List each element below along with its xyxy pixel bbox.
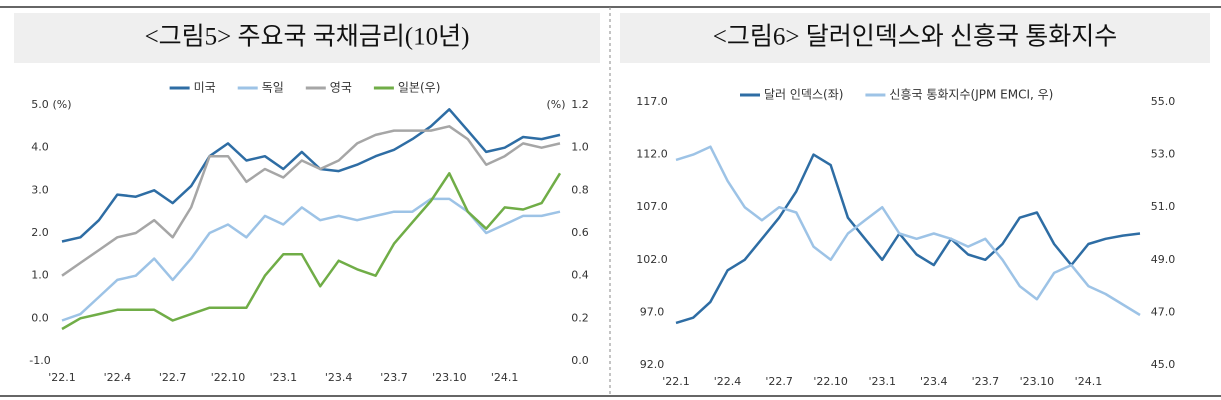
y-tick-label: 2.0 bbox=[31, 226, 49, 239]
x-tick-label: '22.4 bbox=[104, 371, 132, 384]
y2-tick-label: 51.0 bbox=[1151, 200, 1176, 213]
x-tick-label: '23.1 bbox=[270, 371, 298, 384]
x-tick-label: '23.7 bbox=[380, 371, 408, 384]
y-tick-label: 107.0 bbox=[636, 200, 668, 213]
y-tick-label: 92.0 bbox=[640, 358, 665, 371]
y2-tick-label: 47.0 bbox=[1151, 305, 1176, 318]
y2-tick-label: 45.0 bbox=[1151, 358, 1176, 371]
legend-label: 독일 bbox=[262, 81, 284, 95]
y-tick-label: 4.0 bbox=[31, 141, 49, 154]
x-tick-label: '22.1 bbox=[48, 371, 76, 384]
y-tick-label: 1.0 bbox=[31, 269, 49, 282]
y2-tick-label: 53.0 bbox=[1151, 148, 1176, 161]
title-box bbox=[620, 13, 1210, 63]
x-tick-label: '24.1 bbox=[491, 371, 519, 384]
y2-tick-label: 1.0 bbox=[571, 141, 589, 154]
y2-unit: (%) bbox=[546, 98, 565, 111]
y-tick-label: 102.0 bbox=[636, 253, 668, 266]
y-tick-label: 3.0 bbox=[31, 183, 49, 196]
x-tick-label: '23.1 bbox=[868, 375, 896, 388]
series-line bbox=[61, 108, 561, 243]
y2-tick-label: 1.2 bbox=[571, 98, 589, 111]
legend-label: 신흥국 통화지수(JPM EMCI, 우) bbox=[889, 88, 1053, 102]
series-line bbox=[61, 172, 562, 331]
y2-tick-label: 0.0 bbox=[571, 354, 589, 367]
x-tick-label: '23.10 bbox=[432, 371, 467, 384]
y2-tick-label: 49.0 bbox=[1151, 253, 1176, 266]
x-tick-label: '23.10 bbox=[1020, 375, 1055, 388]
y-tick-label: 112.0 bbox=[636, 148, 668, 161]
series-line bbox=[675, 145, 1141, 317]
series-line bbox=[61, 197, 561, 322]
x-tick-label: '22.10 bbox=[813, 375, 848, 388]
y-tick-label: 97.0 bbox=[640, 305, 665, 318]
y-tick-label: 117.0 bbox=[636, 95, 668, 108]
y2-tick-label: 0.8 bbox=[571, 183, 589, 196]
title-box bbox=[14, 13, 600, 63]
series-line bbox=[675, 153, 1141, 325]
legend-label: 미국 bbox=[194, 81, 216, 95]
y-unit: (%) bbox=[52, 98, 71, 111]
x-tick-label: '22.1 bbox=[662, 375, 690, 388]
x-tick-label: '23.4 bbox=[325, 371, 353, 384]
chart-title: <그림6> 달러인덱스와 신흥국 통화지수 bbox=[713, 23, 1117, 51]
x-tick-label: '22.10 bbox=[211, 371, 246, 384]
y2-tick-label: 0.4 bbox=[571, 269, 589, 282]
series-line bbox=[61, 125, 561, 277]
y2-tick-label: 55.0 bbox=[1151, 95, 1176, 108]
x-tick-label: '23.7 bbox=[972, 375, 1000, 388]
y-tick-label: 0.0 bbox=[31, 311, 49, 324]
legend-label: 영국 bbox=[330, 81, 352, 95]
y-tick-label: 5.0 bbox=[31, 98, 49, 111]
x-tick-label: '22.4 bbox=[714, 375, 742, 388]
legend-label: 일본(우) bbox=[398, 81, 440, 95]
y-tick-label: -1.0 bbox=[29, 354, 50, 367]
legend-label: 달러 인덱스(좌) bbox=[764, 88, 843, 102]
x-tick-label: '24.1 bbox=[1075, 375, 1103, 388]
y2-tick-label: 0.6 bbox=[571, 226, 589, 239]
x-tick-label: '22.7 bbox=[765, 375, 793, 388]
chart-title: <그림5> 주요국 국채금리(10년) bbox=[145, 23, 470, 51]
x-tick-label: '23.4 bbox=[920, 375, 948, 388]
x-tick-label: '22.7 bbox=[159, 371, 187, 384]
y2-tick-label: 0.2 bbox=[571, 311, 589, 324]
